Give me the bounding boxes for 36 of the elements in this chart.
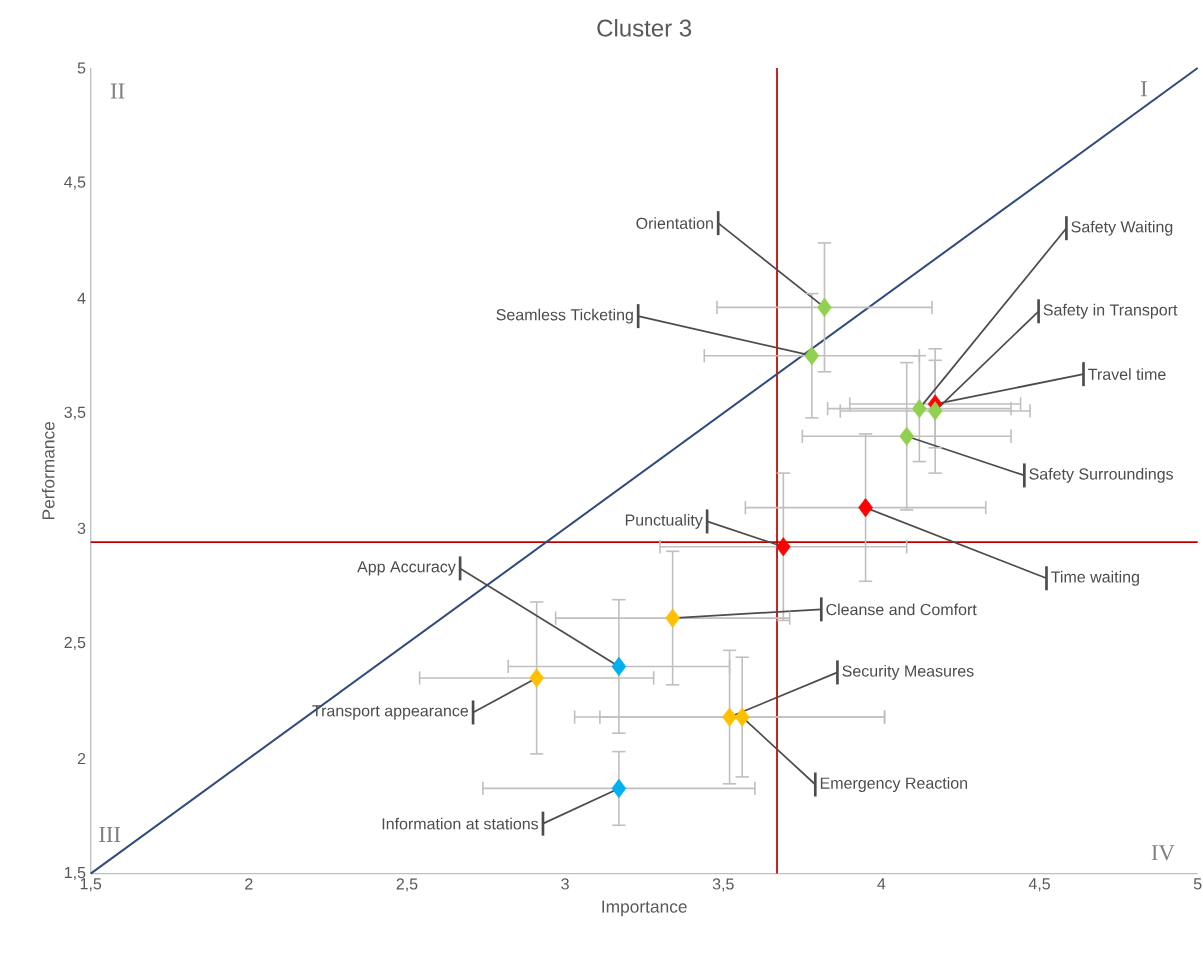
x-tick-label: 4 — [877, 878, 886, 890]
annotation: App Accuracy — [357, 561, 456, 576]
annotation: Safety Waiting — [1071, 220, 1173, 236]
x-tick-label: 5 — [1193, 878, 1202, 890]
annotation: Safety Surroundings — [1029, 467, 1174, 483]
annotation: Information at stations — [382, 817, 539, 830]
y-axis-title: Performance — [41, 421, 55, 520]
chart-title: Cluster 3 — [597, 19, 692, 37]
annotation: II — [110, 83, 125, 99]
x-tick-label: 4,5 — [1028, 878, 1050, 892]
x-tick-label: 2,5 — [396, 878, 418, 892]
y-tick-label: 3 — [77, 522, 86, 535]
annotation: Time waiting — [1051, 570, 1139, 586]
y-tick-label: 5 — [77, 62, 86, 74]
annotation: Punctuality — [625, 514, 703, 529]
annotation: III — [99, 827, 121, 842]
x-tick-label: 3 — [561, 878, 569, 890]
y-tick-label: 2,5 — [64, 636, 86, 651]
y-tick-label: 4,5 — [64, 176, 86, 190]
annotation: Emergency Reaction — [820, 777, 968, 792]
annotation: I — [1140, 81, 1147, 97]
y-tick-label: 1,5 — [64, 867, 86, 881]
annotation: Orientation — [636, 217, 713, 230]
x-axis-title: Importance — [602, 900, 687, 917]
annotation: Security Measures — [842, 665, 974, 680]
annotation: Transport appearance — [312, 705, 469, 720]
annotation: Seamless Ticketing — [496, 308, 633, 324]
y-tick-label: 3,5 — [64, 406, 86, 420]
annotation: Cleanse and Comfort — [826, 603, 977, 616]
annotation: Safety in Transport — [1043, 303, 1178, 319]
annotation: Travel time — [1088, 368, 1166, 381]
x-tick-label: 3,5 — [712, 878, 734, 892]
annotation: IV — [1151, 845, 1175, 861]
y-tick-label: 4 — [77, 292, 86, 304]
y-tick-label: 2 — [77, 752, 86, 765]
x-tick-label: 2 — [245, 878, 253, 890]
